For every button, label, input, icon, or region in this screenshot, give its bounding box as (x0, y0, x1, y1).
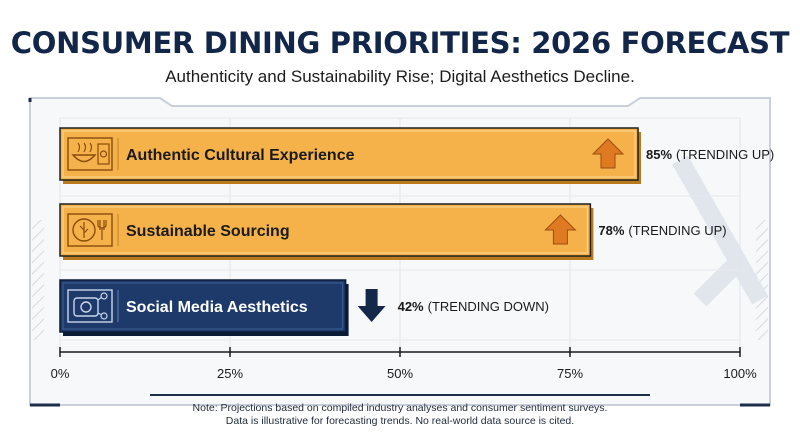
bars: Authentic Cultural Experience 85% (TRENDIN… (59, 127, 774, 336)
footnote-line-2: Data is illustrative for forecasting tre… (225, 415, 575, 427)
bar-category-label: Authentic Cultural Experience (126, 147, 355, 164)
bar-group: Social Media Aesthetics 42% (TRENDING DOWN… (59, 279, 549, 336)
bar-category-label: Social Media Aesthetics (126, 299, 308, 316)
leaf-fork-icon (67, 213, 113, 247)
bar-group: Authentic Cultural Experience 85% (TRENDIN… (59, 127, 774, 184)
chart-title: CONSUMER DINING PRIORITIES: 2026 FORECAS… (10, 26, 790, 60)
x-tick-label: 25% (217, 366, 243, 381)
bar-bevel (62, 282, 344, 330)
bar-bevel (62, 130, 636, 178)
chart-subtitle: Authenticity and Sustainability Rise; Di… (165, 67, 635, 86)
camera-social-icon (67, 289, 113, 323)
bar-value-label: 85% (TRENDING UP) (646, 147, 774, 162)
frame-decor-lines (672, 155, 768, 307)
x-tick-label: 100% (723, 366, 757, 381)
trend-down-arrow-icon (357, 289, 386, 322)
x-tick-label: 50% (387, 366, 413, 381)
frame-hatch-right (756, 220, 768, 340)
footnote-line-1: Note: Projections based on compiled indu… (192, 402, 608, 414)
trend-up-arrow-icon (544, 214, 577, 245)
bar (59, 203, 592, 257)
x-tick-label: 75% (557, 366, 583, 381)
bar (59, 279, 347, 333)
bar-bevel (62, 206, 589, 254)
bar-value-label: 42% (TRENDING DOWN) (398, 299, 549, 314)
food-bowl-icon (67, 137, 113, 171)
bar-group: Sustainable Sourcing 78% (TRENDING UP) (59, 203, 727, 260)
x-tick-label: 0% (51, 366, 70, 381)
frame-hatch-left (32, 220, 44, 340)
frame-corner-left (28, 98, 60, 407)
footnote: Note: Projections based on compiled indu… (0, 402, 800, 428)
bar-value-label: 78% (TRENDING UP) (598, 223, 726, 238)
bar-category-label: Sustainable Sourcing (126, 223, 290, 240)
trend-up-arrow-icon (591, 138, 625, 169)
bar (59, 127, 639, 181)
x-axis: 0% 25% 50% 75% 100% (51, 347, 757, 381)
